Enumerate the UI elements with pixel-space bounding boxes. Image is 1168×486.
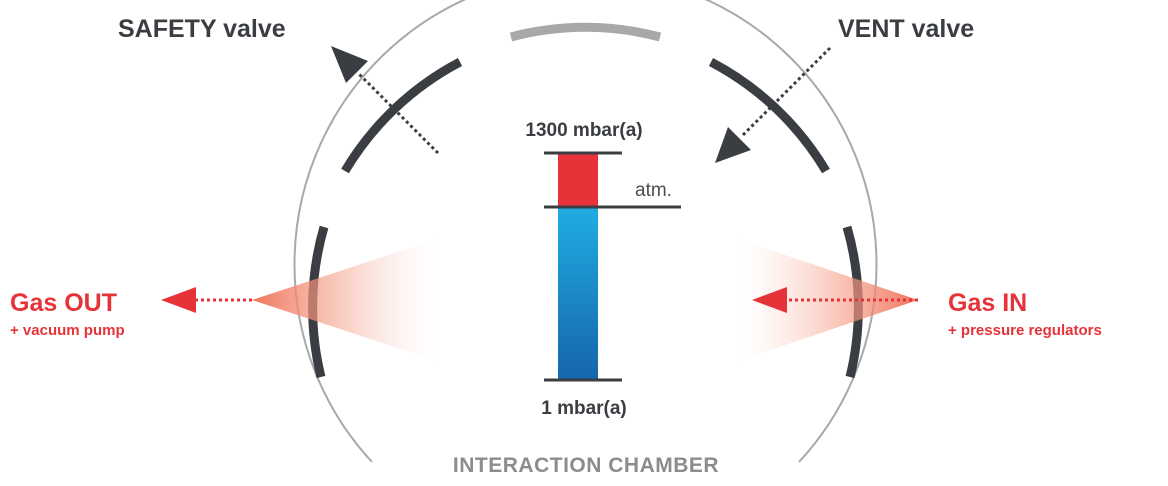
gas-out-cone <box>252 238 440 362</box>
vent-port-flange <box>708 58 830 174</box>
vent-arrow-head <box>715 127 751 163</box>
gas-in-sublabel: + pressure regulators <box>948 322 1102 339</box>
gas-out-label: Gas OUT <box>10 289 117 317</box>
top-window <box>509 22 662 42</box>
pressure-max-label: 1300 mbar(a) <box>525 120 642 141</box>
pressure-min-label: 1 mbar(a) <box>541 398 627 419</box>
vent-valve-label: VENT valve <box>838 15 974 43</box>
gas-in-arrow-head <box>752 287 787 313</box>
gas-out-arrow-head <box>161 287 196 313</box>
safety-arrow-head <box>331 46 368 83</box>
pressure-bar-vacuum <box>558 207 598 380</box>
gas-in-label: Gas IN <box>948 289 1027 317</box>
chamber-label: INTERACTION CHAMBER <box>453 454 719 477</box>
vent-arrow-line <box>739 46 832 139</box>
chamber-outline <box>293 0 878 463</box>
pressure-bar-overpressure <box>558 153 598 207</box>
gas-out-sublabel: + vacuum pump <box>10 322 125 339</box>
safety-arrow-line <box>357 72 440 155</box>
atm-label: atm. <box>635 180 672 201</box>
safety-valve-label: SAFETY valve <box>118 15 286 43</box>
